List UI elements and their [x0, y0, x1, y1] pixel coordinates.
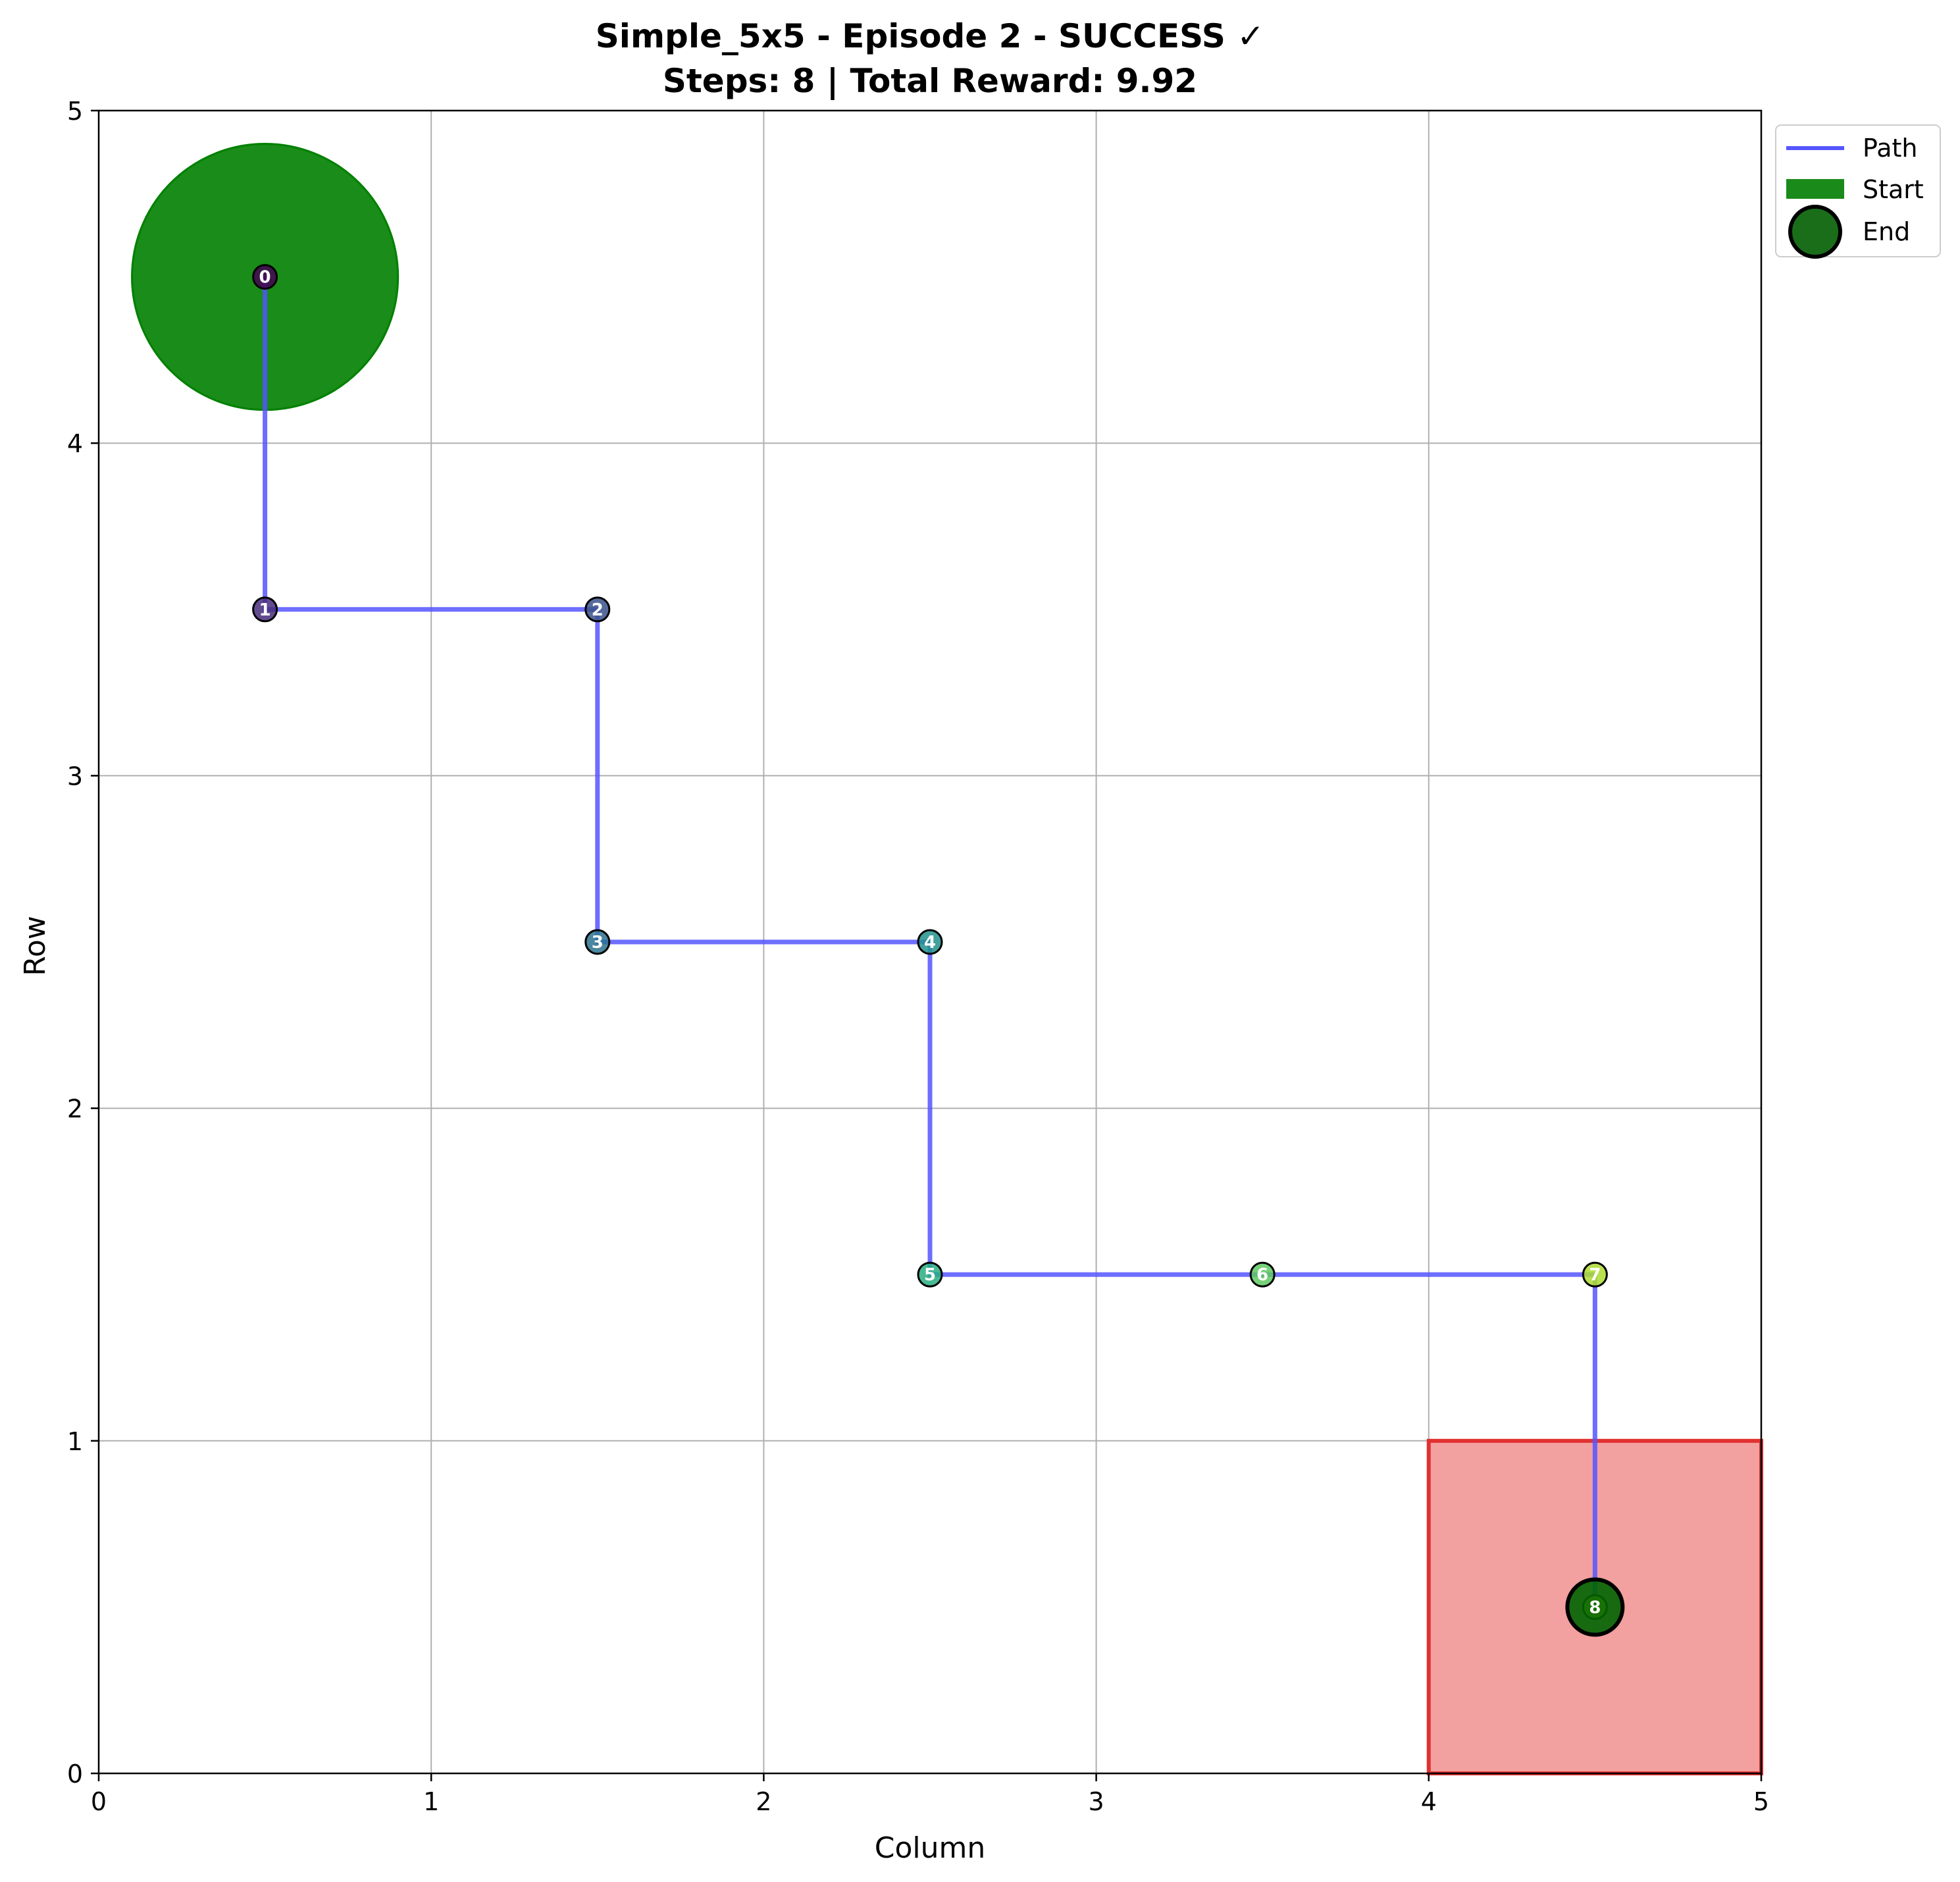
y-tick-label: 4 [67, 429, 83, 458]
step-label-0: 0 [259, 268, 271, 288]
step-label-3: 3 [592, 933, 604, 953]
step-label-6: 6 [1256, 1265, 1268, 1285]
x-tick-label: 2 [756, 1787, 771, 1816]
chart-subtitle: Steps: 8 | Total Reward: 9.92 [663, 62, 1197, 100]
legend-path-label: Path [1863, 134, 1917, 163]
step-label-1: 1 [259, 600, 271, 620]
x-tick-label: 3 [1089, 1787, 1104, 1816]
y-tick-label: 1 [67, 1427, 83, 1456]
step-label-4: 4 [924, 933, 936, 953]
x-tick-label: 4 [1421, 1787, 1437, 1816]
step-label-2: 2 [592, 600, 604, 620]
step-markers: 0123456788 [252, 264, 1625, 1637]
x-tick-label: 5 [1753, 1787, 1769, 1816]
x-axis-label: Column [875, 1831, 986, 1865]
step-marker-2 [584, 596, 611, 623]
y-tick-label: 2 [67, 1095, 83, 1124]
step-marker-1 [252, 596, 278, 623]
legend-end-swatch [1788, 205, 1842, 259]
step-marker-7 [1582, 1261, 1608, 1288]
step-marker-4 [917, 929, 943, 955]
legend-end-label: End [1863, 217, 1910, 246]
x-tick-label: 1 [423, 1787, 439, 1816]
y-axis-ticks: 0 1 2 3 4 5 [67, 97, 99, 1789]
legend-start-swatch [1786, 179, 1844, 199]
step-marker-3 [584, 929, 611, 955]
step-marker-6 [1249, 1261, 1276, 1288]
x-tick-label: 0 [91, 1787, 107, 1816]
y-tick-label: 3 [67, 762, 83, 791]
chart-title: Simple_5x5 - Episode 2 - SUCCESS ✓ [596, 17, 1264, 55]
step-marker-0 [252, 264, 278, 290]
step-label-5: 5 [924, 1265, 936, 1285]
y-axis-label: Row [18, 916, 52, 976]
legend: Path Start End [1775, 124, 1941, 259]
end-marker-label: 8 [1589, 1598, 1601, 1617]
plot-frame [97, 109, 1763, 1775]
y-tick-label: 5 [67, 97, 83, 126]
step-label-7: 7 [1589, 1265, 1601, 1285]
y-tick-label: 0 [67, 1760, 83, 1789]
legend-start-label: Start [1863, 175, 1924, 204]
step-marker-5 [917, 1261, 943, 1288]
x-axis-ticks: 0 1 2 3 4 5 [91, 1773, 1769, 1816]
end-marker [1565, 1577, 1625, 1637]
